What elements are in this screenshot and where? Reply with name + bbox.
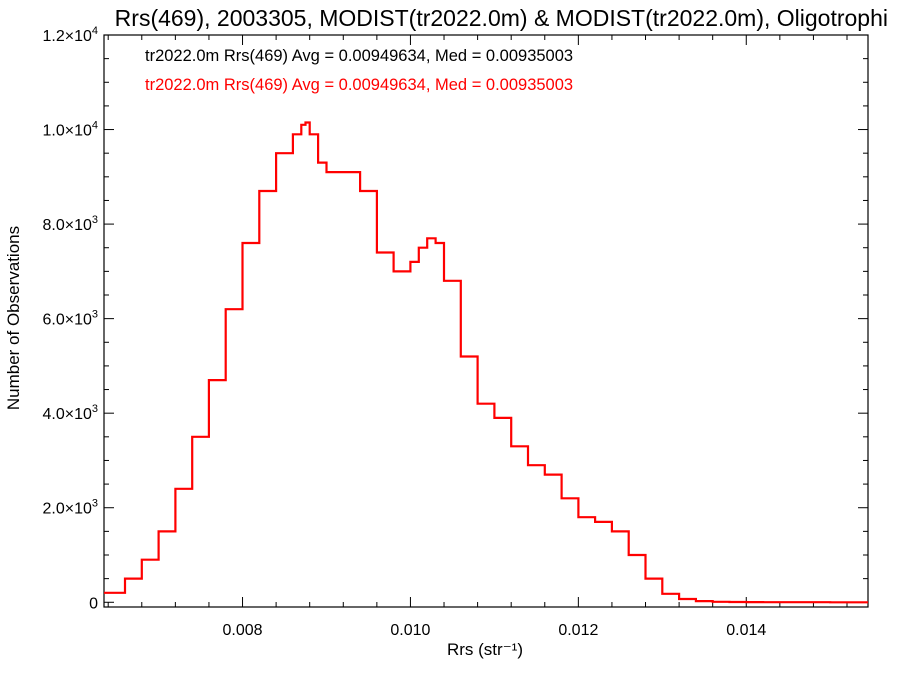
legend-entry: tr2022.0m Rrs(469) Avg = 0.00949634, Med… (145, 76, 573, 94)
y-tick-exponent: 4 (92, 120, 98, 132)
y-tick-mantissa: 8.0×10 (42, 217, 91, 234)
y-tick-label: 1.0×104 (42, 120, 98, 140)
y-tick-label: 8.0×103 (42, 214, 98, 234)
y-tick-mantissa: 4.0×10 (42, 406, 91, 423)
y-tick-mantissa: 1.0×10 (42, 123, 91, 140)
x-axis-label: Rrs (str⁻¹) (447, 640, 523, 659)
y-tick-exponent: 3 (92, 214, 98, 226)
chart-title: Rrs(469), 2003305, MODIST(tr2022.0m) & M… (115, 5, 888, 31)
axes: 0.008 0.010 0.012 0.01402.0×1034.0×1036.0×1… (42, 25, 869, 639)
y-tick-label: 2.0×103 (42, 498, 98, 518)
histogram-series-line (104, 121, 868, 604)
y-tick-exponent: 3 (92, 498, 98, 510)
plot-frame (103, 34, 869, 608)
x-tick-label: 0.012 (558, 622, 598, 639)
y-tick-exponent: 4 (92, 25, 98, 37)
y-tick-mantissa: 1.2×10 (42, 28, 91, 45)
y-tick-mantissa: 6.0×10 (42, 312, 91, 329)
data-layer (104, 121, 868, 604)
y-tick-mantissa: 2.0×10 (42, 501, 91, 518)
legend-entry: tr2022.0m Rrs(469) Avg = 0.00949634, Med… (145, 47, 573, 65)
x-tick-label: 0.014 (726, 622, 766, 639)
y-tick-label: 4.0×103 (42, 403, 98, 423)
y-tick-label: 6.0×103 (42, 309, 98, 329)
x-tick-label: 0.008 (223, 622, 263, 639)
y-tick-exponent: 3 (92, 403, 98, 415)
y-tick-exponent: 3 (92, 309, 98, 321)
y-tick-label: 0 (89, 595, 98, 612)
x-tick-label: 0.010 (390, 622, 430, 639)
y-tick-mantissa: 0 (89, 595, 98, 612)
y-axis-label: Number of Observations (4, 226, 23, 410)
y-tick-label: 1.2×104 (42, 25, 98, 45)
legend: tr2022.0m Rrs(469) Avg = 0.00949634, Med… (145, 47, 573, 94)
